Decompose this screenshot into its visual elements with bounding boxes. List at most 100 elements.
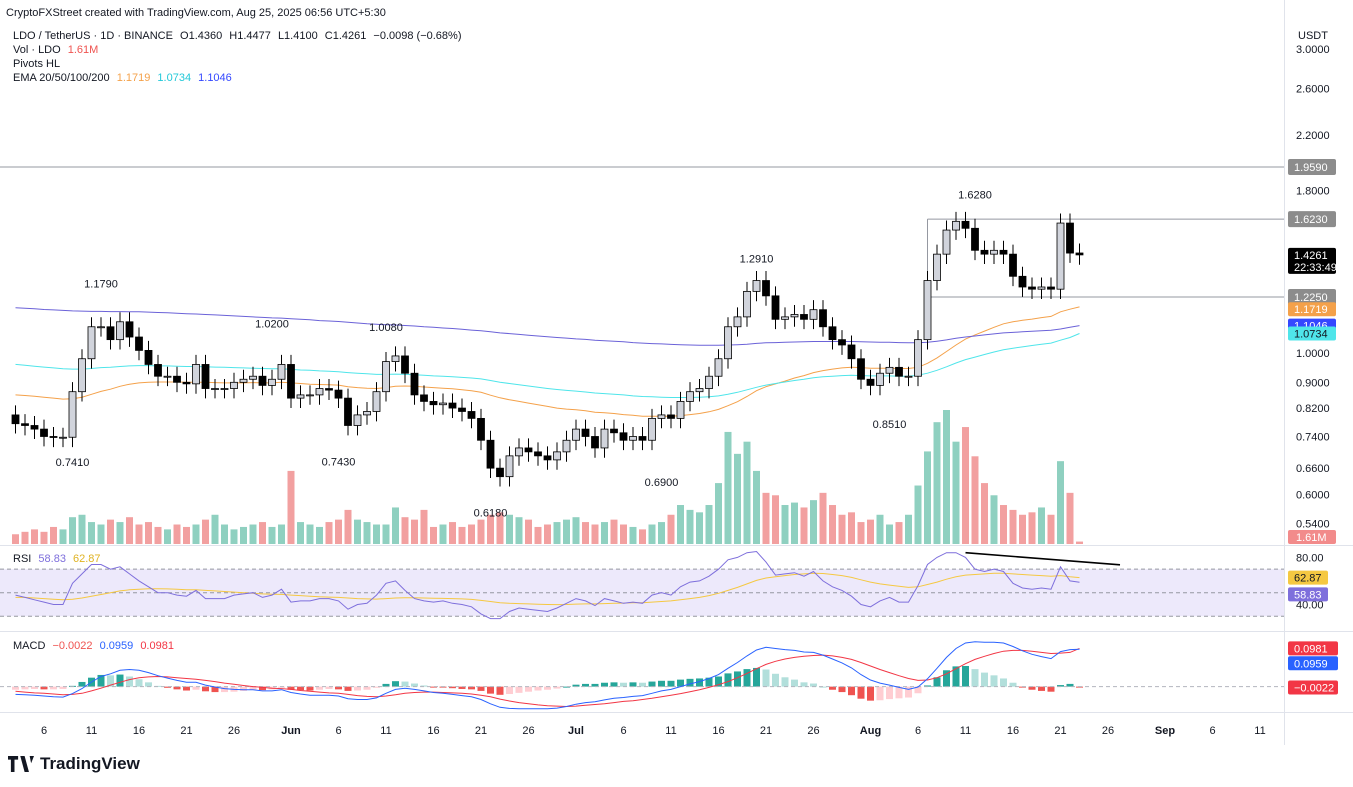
candle-body: [743, 290, 751, 318]
macd-hist-bar: [183, 686, 190, 691]
volume-bar: [610, 519, 618, 544]
ohlc-open: O1.4360: [180, 30, 223, 42]
brand-logo[interactable]: TradingView: [8, 754, 140, 774]
candle-body: [410, 372, 419, 396]
volume-bar: [762, 492, 770, 544]
volume-bar: [173, 524, 181, 544]
candle-body: [11, 414, 20, 425]
volume-label[interactable]: Vol · LDO: [13, 44, 61, 56]
volume-bar: [59, 529, 67, 544]
volume-bar: [886, 524, 893, 544]
candle-body: [477, 417, 485, 441]
macd-tag: [1288, 656, 1338, 671]
macd-hist-bar: [496, 686, 504, 695]
volume-bar: [952, 441, 960, 544]
symbol-name[interactable]: LDO / TetherUS · 1D · BINANCE: [13, 30, 173, 42]
candle-body: [572, 428, 580, 441]
pivot-label: 0.7410: [56, 457, 90, 469]
rsi-label[interactable]: RSI: [13, 553, 32, 565]
candle-body: [971, 227, 979, 251]
candle-body: [277, 364, 286, 380]
pivot-label: 0.6180: [474, 507, 508, 519]
volume-bar: [506, 514, 513, 544]
macd-hist-bar: [563, 686, 570, 688]
volume-bar: [601, 522, 608, 544]
time-tick-label: 21: [1054, 725, 1066, 737]
price-tick-label: 3.0000: [1296, 44, 1330, 56]
macd-hist-value: −0.0022: [52, 640, 93, 652]
macd-hist-bar: [382, 683, 390, 687]
price-tick-label: 0.7400: [1296, 431, 1330, 443]
volume-bar: [430, 526, 437, 544]
volume-tag: [1288, 530, 1336, 544]
volume-bar: [705, 505, 713, 544]
candle-body: [363, 411, 371, 416]
macd-hist-bar: [477, 686, 485, 691]
volume-bar: [392, 507, 399, 544]
candle-body: [733, 316, 742, 328]
macd-hist-bar: [553, 686, 561, 689]
volume-bar: [848, 512, 855, 544]
macd-hist-bar: [572, 684, 580, 687]
macd-hist-bar: [696, 678, 703, 687]
pane-separators: [0, 0, 1353, 745]
price-tick-label: 2.6000: [1296, 84, 1330, 96]
volume-bar: [544, 524, 551, 544]
volume-bar: [154, 526, 162, 544]
price-tick-label: 0.8200: [1296, 403, 1330, 415]
volume-bar: [411, 519, 418, 544]
volume-bar: [344, 509, 352, 544]
volume-bar: [354, 519, 361, 544]
ema-legend: EMA 20/50/100/200 1.1719 1.0734 1.1046: [13, 72, 236, 84]
rsi-tag: [1288, 587, 1328, 602]
candle-body: [1018, 275, 1027, 288]
ema-value-1: 1.1719: [116, 72, 151, 84]
candle-body: [401, 355, 409, 374]
candle-body: [49, 436, 58, 438]
macd-hist-bar: [914, 686, 922, 694]
candle-body: [562, 439, 571, 453]
volume-bar: [810, 500, 817, 544]
level-tag: [1288, 211, 1336, 228]
macd-hist-bar: [743, 669, 751, 687]
candle-body: [429, 401, 438, 406]
candle-body: [97, 326, 105, 329]
candle-body: [676, 401, 685, 419]
macd-label[interactable]: MACD: [13, 640, 46, 652]
volume-bar: [135, 524, 143, 544]
candle-body: [201, 364, 210, 389]
price-tick-label: 0.6000: [1296, 490, 1330, 502]
candle-body: [819, 309, 827, 328]
macd-hist-bar: [154, 685, 162, 687]
rsi-tag-label: 62.87: [1294, 573, 1322, 585]
volume-bar: [259, 522, 266, 544]
rsi-tick-label: 40.00: [1296, 599, 1324, 611]
ema-label[interactable]: EMA 20/50/100/200: [13, 72, 110, 84]
ohlc-low: L1.4100: [277, 30, 318, 42]
candle-body: [420, 394, 428, 402]
candle-body: [296, 394, 305, 399]
pivots-label[interactable]: Pivots HL: [13, 58, 61, 70]
ema-value-2: 1.0734: [157, 72, 192, 84]
candle-body: [667, 414, 675, 419]
macd-hist-bar: [430, 686, 437, 688]
candle-body: [857, 358, 865, 380]
macd-hist-bar: [734, 671, 741, 687]
macd-hist-bar: [715, 676, 722, 687]
ohlc-close: C1.4261: [324, 30, 367, 42]
candle-body: [334, 389, 343, 399]
candle-body: [895, 366, 903, 377]
macd-hist-bar: [981, 672, 988, 687]
rsi-ma-value: 62.87: [73, 553, 101, 565]
macd-hist-bar: [1057, 685, 1064, 687]
volume-bar: [107, 519, 114, 544]
macd-hist-bar: [145, 682, 152, 687]
time-tick-label: 16: [427, 725, 439, 737]
volume-bar: [819, 492, 827, 544]
volume-bar: [325, 522, 333, 544]
macd-hist-bar: [506, 686, 513, 695]
level-tag: [1288, 159, 1336, 176]
macd-hist-bar: [1038, 686, 1045, 691]
candle-body: [809, 309, 818, 320]
currency-label: USDT: [1298, 30, 1332, 42]
